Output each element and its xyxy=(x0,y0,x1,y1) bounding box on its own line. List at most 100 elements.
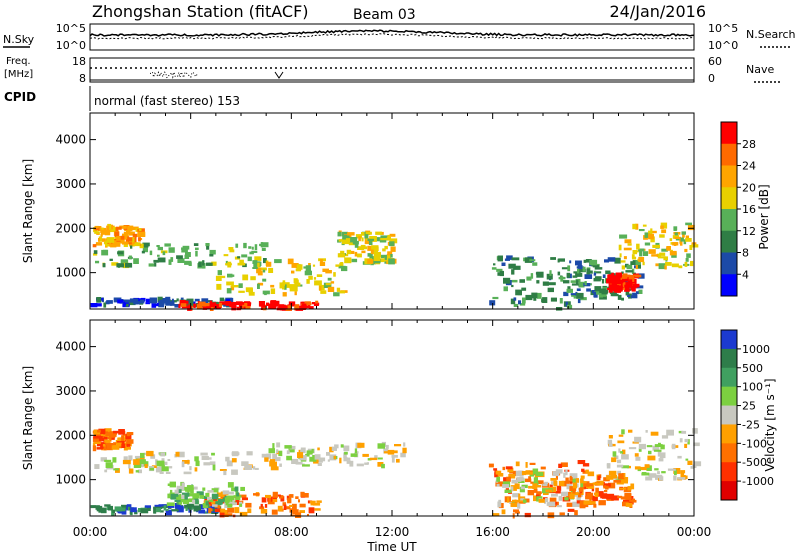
heatmap-cell xyxy=(138,228,142,231)
heatmap-cell xyxy=(663,256,668,261)
heatmap-cell xyxy=(214,508,222,512)
heatmap-cell xyxy=(178,303,181,308)
heatmap-cell xyxy=(252,267,258,269)
heatmap-cell xyxy=(526,276,532,281)
heatmap-cell xyxy=(608,443,613,447)
x-tick-label: 12:00 xyxy=(375,525,410,539)
heatmap-cell xyxy=(285,305,292,311)
heatmap-cell xyxy=(288,448,295,453)
heatmap-cell xyxy=(195,250,198,257)
y-tick-label: 1000 xyxy=(55,266,86,280)
heatmap-cell xyxy=(98,238,101,242)
heatmap-cell xyxy=(300,459,307,462)
heatmap-cell xyxy=(227,513,233,517)
nave-label: Nave xyxy=(746,63,774,76)
heatmap-cell xyxy=(679,438,683,443)
heatmap-cell xyxy=(132,226,139,231)
heatmap-cell xyxy=(501,509,506,515)
heatmap-cell xyxy=(594,286,602,292)
heatmap-cell xyxy=(258,301,265,307)
colorbar-swatch xyxy=(721,122,737,145)
heatmap-cell xyxy=(274,461,277,468)
heatmap-cell xyxy=(219,469,227,471)
heatmap-cell xyxy=(613,479,621,483)
heatmap-cell xyxy=(166,502,175,506)
heatmap-cell xyxy=(288,301,296,306)
heatmap-cell xyxy=(231,452,240,456)
heatmap-cell xyxy=(590,501,596,505)
heatmap-cell xyxy=(339,457,342,464)
heatmap-cell xyxy=(205,243,210,247)
heatmap-cell xyxy=(287,498,292,504)
heatmap-cell xyxy=(222,497,225,501)
heatmap-cell xyxy=(391,457,395,463)
heatmap-cell xyxy=(104,428,112,434)
heatmap-cell xyxy=(170,257,174,262)
heatmap-cell xyxy=(657,451,662,457)
heatmap-cell xyxy=(216,492,225,497)
heatmap-cell xyxy=(208,507,212,514)
colorbar-tick-label: -100 xyxy=(742,437,767,450)
heatmap-cell xyxy=(618,448,621,453)
heatmap-cell xyxy=(684,443,688,448)
heatmap-cell xyxy=(234,486,239,492)
heatmap-cell xyxy=(279,305,283,311)
heatmap-cell xyxy=(349,237,358,243)
heatmap-cell xyxy=(294,291,297,296)
heatmap-cell xyxy=(524,512,531,518)
heatmap-cell xyxy=(393,450,398,454)
heatmap-cell xyxy=(575,272,583,277)
heatmap-cell xyxy=(185,252,191,257)
heatmap-cell xyxy=(211,452,215,456)
heatmap-cell xyxy=(375,246,379,251)
heatmap-cell xyxy=(175,451,180,457)
heatmap-cell xyxy=(202,503,208,509)
heatmap-cell xyxy=(162,298,169,304)
heatmap-cell xyxy=(248,288,253,294)
heatmap-cell xyxy=(544,481,549,485)
heatmap-cell xyxy=(248,291,255,296)
heatmap-cell xyxy=(300,449,303,454)
heatmap-cell xyxy=(622,273,628,279)
heatmap-cell xyxy=(635,263,641,269)
heatmap-cell xyxy=(111,445,120,450)
heatmap-cell xyxy=(159,510,164,513)
heatmap-cell xyxy=(504,489,512,493)
heatmap-cell xyxy=(512,471,519,477)
heatmap-cell xyxy=(632,283,640,288)
noise-search-trace xyxy=(89,33,695,40)
heatmap-cell xyxy=(270,284,275,288)
heatmap-cell xyxy=(661,435,669,439)
heatmap-cell xyxy=(98,437,102,442)
heatmap-cell xyxy=(512,493,519,498)
heatmap-cell xyxy=(377,443,386,449)
heatmap-cell xyxy=(559,298,563,304)
heatmap-cell xyxy=(617,294,622,300)
heatmap-region xyxy=(94,450,283,476)
heatmap-cell xyxy=(162,461,168,465)
heatmap-cell xyxy=(242,303,251,309)
heatmap-cell xyxy=(520,486,525,490)
heatmap-cell xyxy=(656,253,661,258)
heatmap-cell xyxy=(658,458,664,462)
heatmap-cell xyxy=(583,283,591,287)
heatmap-cell xyxy=(619,253,622,258)
heatmap-cell xyxy=(115,226,122,230)
heatmap-cell xyxy=(498,503,504,509)
heatmap-cell xyxy=(619,282,627,287)
heatmap-cell xyxy=(528,470,536,473)
heatmap-cell xyxy=(565,477,569,483)
heatmap-cell xyxy=(572,501,580,507)
cpid-row: CPID normal (fast stereo) 153 xyxy=(4,86,240,111)
heatmap-cell xyxy=(194,298,200,302)
noise-sky-label: N.Sky xyxy=(3,33,35,46)
nave-dip-trace xyxy=(149,70,199,80)
heatmap-cell xyxy=(685,258,689,262)
heatmap-cell xyxy=(383,451,390,454)
heatmap-cell xyxy=(375,231,382,235)
heatmap-cell xyxy=(515,511,520,514)
heatmap-cell xyxy=(154,303,159,307)
heatmap-region xyxy=(92,223,146,249)
heatmap-cell xyxy=(138,237,141,242)
heatmap-cell xyxy=(510,486,514,492)
